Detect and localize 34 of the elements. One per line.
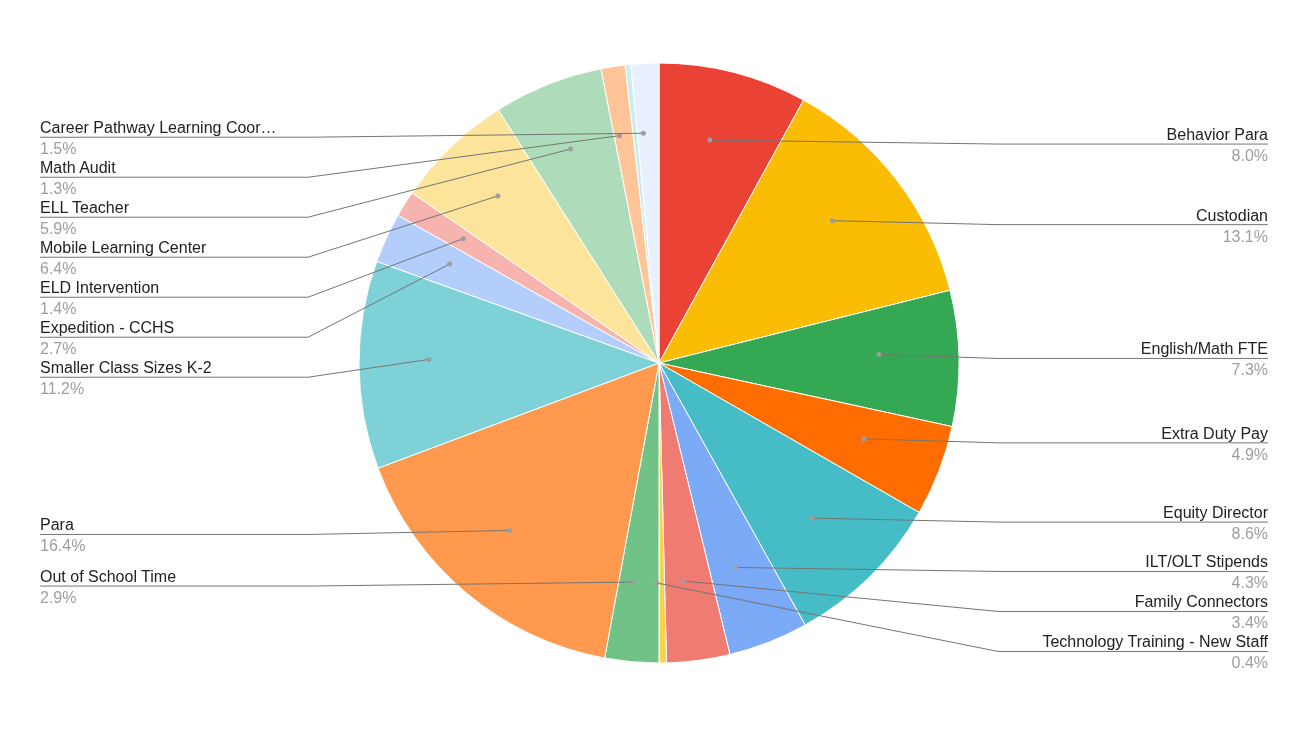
data-label: 1.4%	[40, 300, 77, 318]
data-label: 6.4%	[40, 260, 77, 278]
data-label: 8.6%	[1231, 525, 1268, 543]
data-label: 11.2%	[40, 380, 85, 398]
slice-label: Expedition - CCHS	[40, 319, 175, 337]
slice-label: Smaller Class Sizes K-2	[40, 359, 212, 377]
data-label: 1.5%	[40, 140, 77, 158]
data-label: 13.1%	[1222, 227, 1268, 245]
slice-label: ILT/OLT Stipends	[1145, 553, 1268, 571]
data-label: 2.7%	[40, 340, 77, 358]
slice-label: English/Math FTE	[1140, 340, 1268, 358]
slice-label: Para	[40, 516, 74, 534]
data-label: 4.3%	[1231, 574, 1268, 592]
data-label: 7.3%	[1231, 361, 1268, 379]
slice-label: ELL Teacher	[40, 199, 130, 217]
slice-label: Out of School Time	[40, 568, 177, 586]
data-label: 3.4%	[1231, 614, 1268, 632]
data-label: 2.9%	[40, 589, 77, 607]
slice-label: Equity Director	[1163, 504, 1269, 522]
slice-label: Family Connectors	[1134, 593, 1268, 611]
slice-label: ELD Intervention	[40, 279, 160, 297]
data-label: 0.4%	[1231, 654, 1268, 672]
slice-label: Math Audit	[40, 159, 117, 177]
slice-label: Mobile Learning Center	[40, 239, 207, 257]
data-label: 16.4%	[40, 537, 86, 555]
data-label: 5.9%	[40, 220, 77, 238]
data-label: 1.3%	[40, 180, 77, 198]
slice-label: Technology Training - New Staff	[1042, 633, 1269, 651]
slice-label: Career Pathway Learning Coor…	[40, 119, 277, 137]
data-label: 4.9%	[1231, 445, 1268, 463]
slice-label: Behavior Para	[1166, 126, 1269, 144]
slice-label: Extra Duty Pay	[1161, 424, 1268, 442]
data-label: 8.0%	[1231, 147, 1268, 165]
slice-label: Custodian	[1195, 206, 1268, 224]
